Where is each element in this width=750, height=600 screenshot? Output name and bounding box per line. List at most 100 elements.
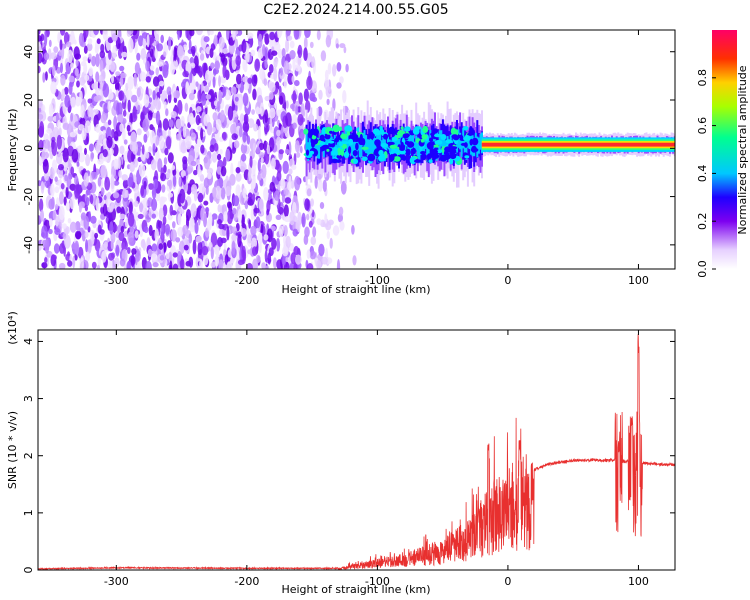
spectrogram-noise-cell — [109, 221, 114, 235]
spectrogram-signal-blob — [303, 128, 309, 135]
spectrogram-noise-cell — [84, 147, 87, 156]
spectrogram-noise-cell — [255, 216, 261, 229]
spectrogram-noise-cell — [252, 193, 256, 203]
spectrogram-noise-cell — [196, 30, 203, 36]
spectrogram-noise-cell — [124, 218, 129, 228]
spectrogram-noise-cell — [97, 177, 102, 187]
spectrogram-noise-cell — [141, 144, 145, 155]
colorbar-tick-label: 0.6 — [696, 117, 709, 135]
spectrogram-noise-cell — [106, 135, 113, 149]
spectrogram-signal-blob — [440, 154, 447, 162]
snr-x-tick-label: 0 — [504, 575, 511, 588]
spectrogram-noise-cell — [189, 30, 195, 37]
spectrogram-noise-cell — [226, 226, 230, 241]
spectrogram-noise-cell — [240, 142, 248, 155]
spectrogram-noise-cell — [137, 213, 144, 219]
spectrogram-noise-cell — [231, 55, 237, 70]
spectrogram-carrier-line — [481, 142, 675, 147]
spectrogram-noise-cell — [222, 63, 227, 79]
spectrogram-noise-cell — [269, 31, 276, 41]
spectrogram-noise-cell — [77, 145, 83, 154]
spectrogram-signal-cell — [465, 138, 468, 160]
spectrogram-noise-cell — [193, 169, 198, 176]
spectrogram-noise-cell — [87, 38, 93, 45]
spectrogram-noise-cell — [269, 107, 276, 119]
spectrogram-noise-cell — [220, 237, 227, 244]
spectrogram-signal-blob — [445, 139, 453, 144]
spectrogram-noise-cell — [91, 55, 97, 67]
spectrogram-noise-cell — [143, 133, 148, 143]
spectrogram-noise-cell — [57, 32, 61, 43]
spectrogram-noise-cell — [196, 106, 202, 113]
spectrogram-noise-cell — [71, 243, 78, 250]
spectrogram-noise-cell — [212, 186, 217, 199]
spectrogram-noise-cell — [70, 112, 73, 122]
spectrogram-noise-cell — [48, 103, 54, 117]
spectrogram-noise-cell — [177, 250, 182, 262]
spectrogram-noise-cell — [250, 208, 254, 221]
spectrogram-noise-cell — [145, 60, 150, 72]
spectrogram-signal-blob — [351, 132, 356, 139]
spectrogram-signal-blob — [470, 147, 479, 153]
spectrogram-noise-cell — [223, 242, 227, 250]
spectrogram-noise-cell — [284, 148, 290, 154]
spectrogram-y-tick-label: -20 — [22, 188, 35, 206]
spectrogram-noise-cell — [40, 209, 44, 222]
spectrogram-signal-blob — [404, 133, 410, 138]
spectrogram-noise-cell — [104, 176, 111, 191]
spectrogram-noise-cell — [231, 240, 236, 255]
spectrogram-signal-blob — [391, 148, 397, 153]
spectrogram-noise-cell — [326, 230, 330, 240]
spectrogram-noise-cell — [41, 149, 46, 163]
snr-y-tick-label: 0 — [22, 567, 35, 574]
spectrogram-noise-cell — [70, 96, 77, 108]
spectrogram-noise-cell — [257, 159, 261, 172]
spectrogram-noise-cell — [259, 68, 265, 81]
spectrogram-noise-cell — [160, 172, 167, 182]
spectrogram-noise-cell — [236, 73, 242, 85]
spectrogram-noise-cell — [120, 225, 125, 233]
spectrogram-signal-cell — [372, 135, 375, 153]
spectrogram-noise-cell — [223, 211, 228, 224]
spectrogram-x-tick-label: -100 — [365, 274, 390, 287]
spectrogram-noise-cell — [60, 74, 66, 86]
spectrogram-noise-cell — [255, 146, 261, 154]
spectrogram-noise-cell — [63, 196, 67, 206]
spectrogram-noise-cell — [115, 89, 119, 98]
spectrogram-noise-cell — [322, 179, 327, 192]
spectrogram-signal-cell — [390, 140, 393, 157]
spectrogram-noise-cell — [213, 244, 220, 255]
spectrogram-signal-cell — [424, 133, 427, 149]
spectrogram-signal-cell — [368, 139, 371, 156]
spectrogram-signal-cell — [343, 138, 346, 164]
spectrogram-noise-cell — [117, 102, 123, 116]
spectrogram-noise-cell — [93, 30, 99, 36]
spectrogram-noise-cell — [281, 47, 286, 58]
spectrogram-noise-cell — [83, 63, 88, 74]
spectrogram-noise-cell — [285, 235, 291, 249]
spectrogram-noise-cell — [241, 40, 247, 53]
spectrogram-noise-cell — [225, 186, 232, 197]
spectrogram-signal-cell — [341, 132, 344, 147]
spectrogram-signal-blob — [429, 137, 434, 143]
colorbar-gradient — [712, 30, 737, 269]
spectrogram-signal-blob — [440, 134, 447, 141]
spectrogram-noise-cell — [62, 233, 67, 240]
spectrogram-noise-cell — [127, 247, 131, 254]
spectrogram-noise-cell — [140, 184, 145, 197]
spectrogram-noise-cell — [119, 65, 125, 72]
spectrogram-signal-blob — [460, 142, 468, 146]
spectrogram-noise-cell — [165, 252, 170, 260]
spectrogram-noise-cell — [162, 64, 169, 79]
spectrogram-noise-cell — [188, 112, 194, 126]
spectrogram-noise-cell — [205, 94, 212, 100]
spectrogram-noise-cell — [121, 239, 128, 252]
spectrogram-signal-cell — [366, 139, 369, 154]
spectrogram-signal-blob — [320, 145, 326, 151]
spectrogram-signal-cell — [332, 138, 335, 159]
spectrogram-noise-cell — [68, 75, 75, 83]
spectrogram-noise-cell — [283, 204, 289, 218]
spectrogram-noise-cell — [54, 228, 61, 235]
spectrogram-noise-cell — [332, 64, 337, 77]
spectrogram-signal-cell — [358, 140, 361, 160]
